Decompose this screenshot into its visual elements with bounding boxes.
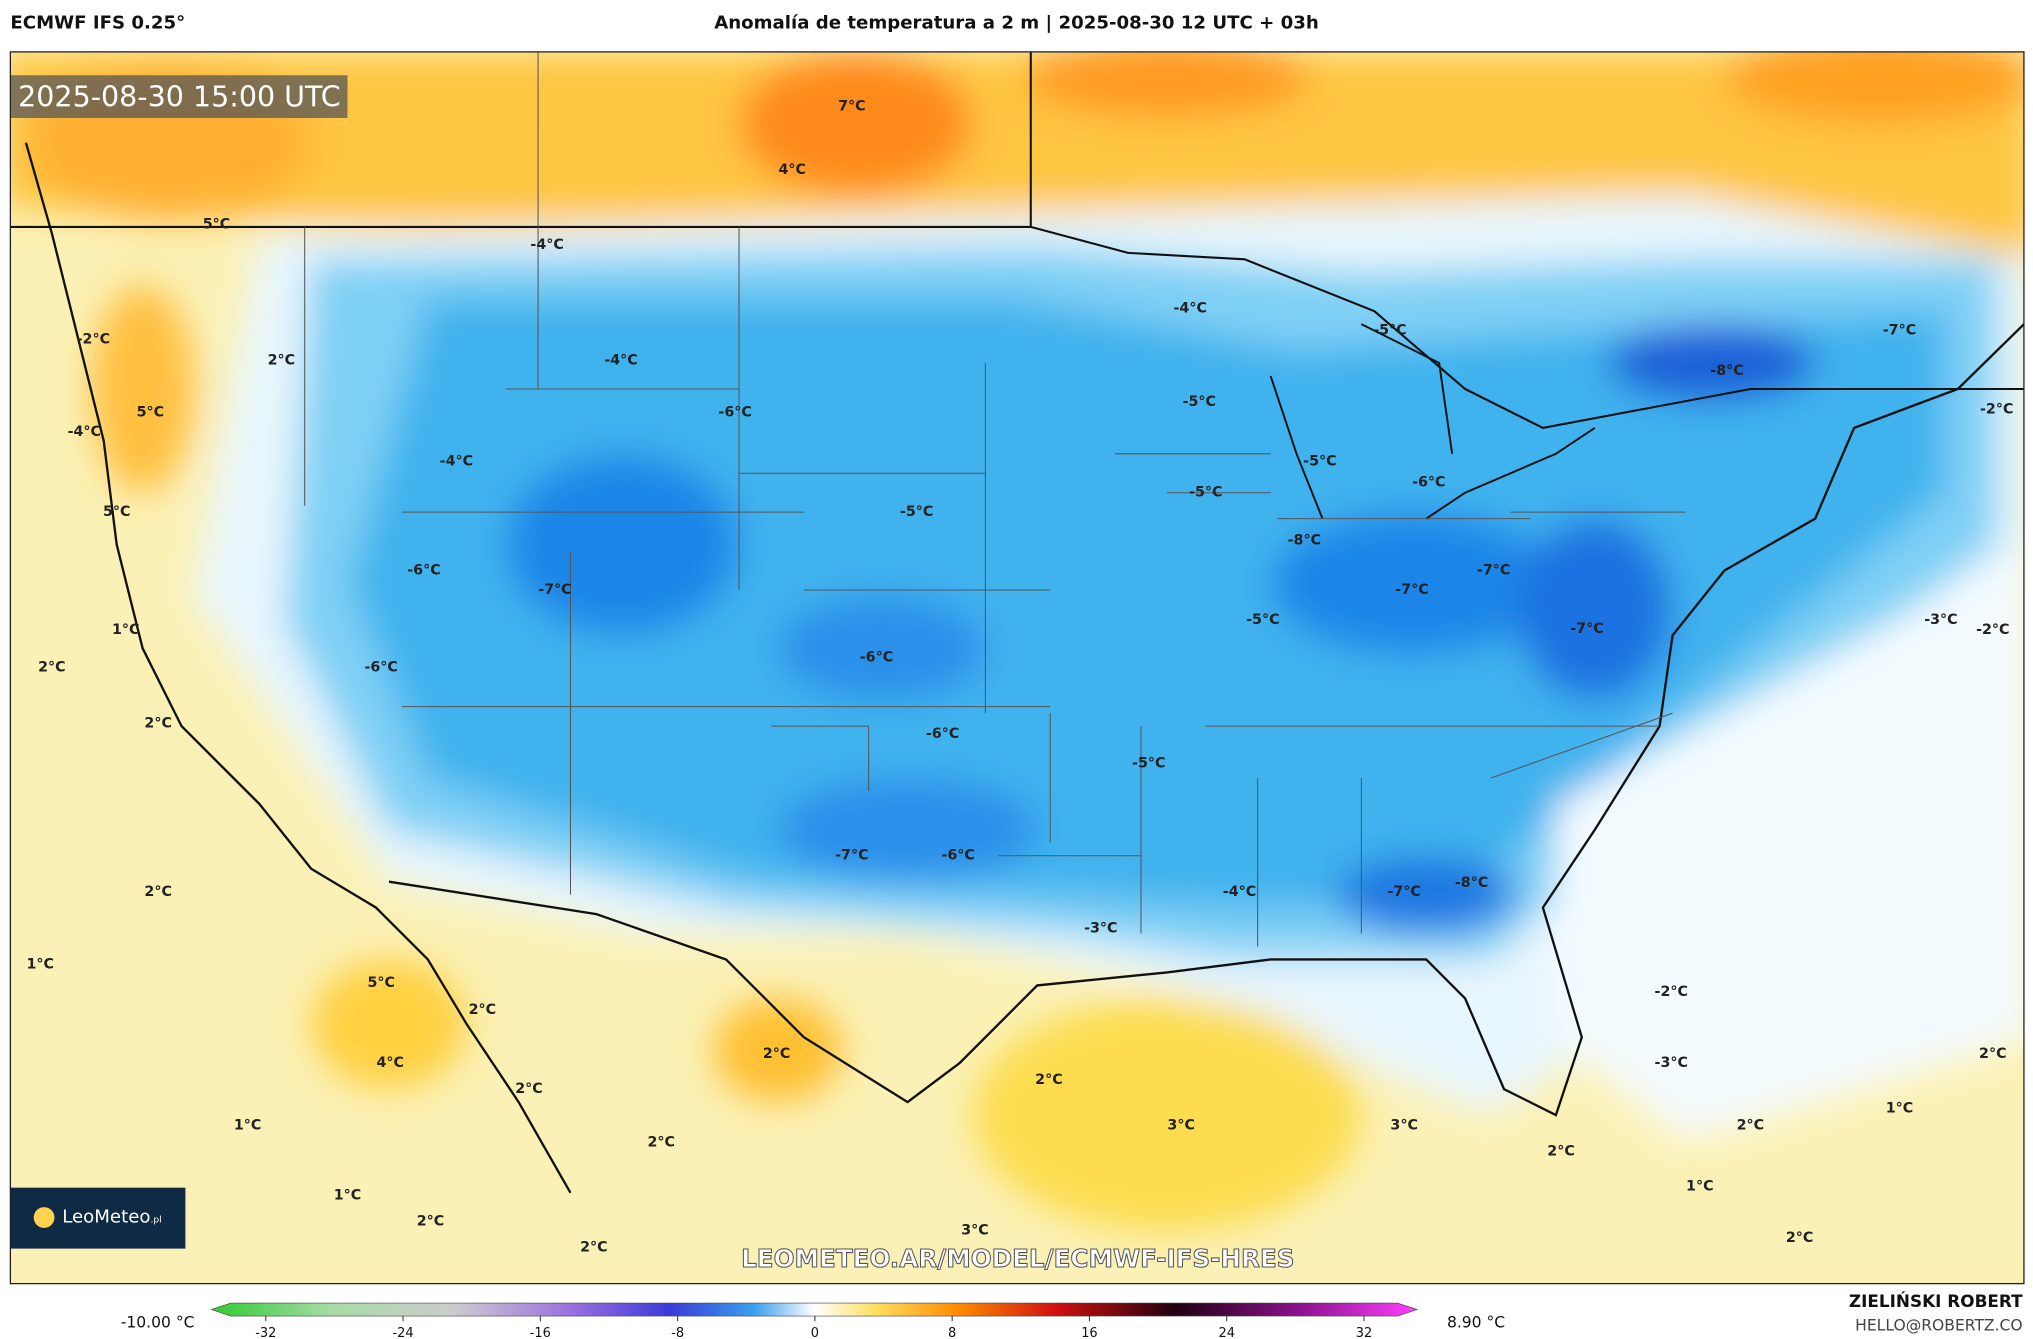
map: LeoMeteo.pl 2025-08-30 15:00 UTC LEOMETE… [10, 51, 2024, 1284]
contour-label: 1°C [112, 622, 139, 638]
contour-label: -6°C [1412, 474, 1445, 490]
author: ZIELIŃSKI ROBERT [1849, 1290, 2023, 1311]
contour-label: 5°C [137, 404, 164, 420]
contour-label: -5°C [900, 504, 933, 520]
contour-label: -7°C [1883, 323, 1916, 339]
colorbar [210, 1302, 1419, 1317]
contour-label: -7°C [1387, 884, 1420, 900]
contour-label: -2°C [77, 332, 110, 348]
contour-label: -6°C [926, 726, 959, 742]
title: Anomalía de temperatura a 2 m | 2025-08-… [714, 13, 1319, 34]
contour-label: -8°C [1288, 533, 1321, 549]
contour-label: -3°C [1655, 1055, 1688, 1071]
contour-label: -6°C [941, 848, 974, 864]
contour-label: -7°C [835, 848, 868, 864]
logo-suffix: .pl [150, 1216, 161, 1226]
contour-label: 5°C [203, 216, 231, 232]
contour-label: -6°C [718, 404, 751, 420]
contour-label: -4°C [440, 454, 473, 470]
contour-label: 2°C [144, 884, 172, 900]
colorbar-tick-label: 0 [811, 1326, 819, 1339]
contour-label: 2°C [1035, 1072, 1063, 1088]
contour-label: 2°C [763, 1046, 791, 1062]
contour-label: 1°C [26, 957, 53, 973]
timestamp-box [10, 75, 348, 119]
logo-text: LeoMeteo [62, 1207, 150, 1228]
colorbar-tick-label: 24 [1218, 1326, 1234, 1339]
colorbar-tick-label: 8 [948, 1326, 956, 1339]
contour-label: -7°C [1477, 563, 1510, 579]
contour-label: -2°C [1655, 984, 1688, 1000]
contour-label: -6°C [860, 649, 893, 665]
map-frame [9, 51, 2025, 1285]
contour-label: 2°C [144, 716, 172, 732]
contour-label: -4°C [604, 352, 637, 368]
contour-label: 2°C [1737, 1117, 1765, 1133]
contour-label: 2°C [469, 1002, 497, 1018]
contour-label: -2°C [1976, 622, 2009, 638]
contour-label: 2°C [580, 1239, 607, 1255]
contour-label: -6°C [364, 660, 397, 676]
contour-label: 2°C [1979, 1046, 2007, 1062]
colorbar-min: -10.00 °C [121, 1314, 195, 1332]
contour-label: -5°C [1246, 612, 1279, 628]
contour-label: -6°C [407, 563, 440, 579]
contour-label: 3°C [1167, 1117, 1195, 1133]
contour-label: -4°C [1174, 301, 1207, 317]
colorbar-ticks: -32 -24 -16 -8 0 8 16 24 32 [255, 1316, 1372, 1339]
contour-label: 1°C [234, 1117, 262, 1133]
contour-label: -7°C [1395, 582, 1428, 598]
contour-label: -5°C [1183, 394, 1216, 410]
contour-label: -3°C [1924, 612, 1957, 628]
contour-label: 2°C [1547, 1143, 1575, 1159]
contour-label: -7°C [538, 582, 571, 598]
contour-label: 1°C [334, 1187, 361, 1203]
contour-label: 1°C [1686, 1178, 1714, 1194]
colorbar-tick-label: -8 [671, 1326, 684, 1339]
contour-label: 2°C [417, 1213, 445, 1229]
contour-label: 2°C [515, 1081, 543, 1097]
contour-label: -5°C [1373, 323, 1406, 339]
contour-label: 2°C [38, 660, 66, 676]
logo: LeoMeteo.pl [62, 1207, 161, 1228]
contour-label: 5°C [367, 975, 395, 991]
colorbar-tick-label: 32 [1356, 1326, 1372, 1339]
email: HELLO@ROBERTZ.CO [1855, 1316, 2022, 1334]
contour-label: -4°C [68, 424, 101, 440]
contour-label: 3°C [1390, 1117, 1418, 1133]
contour-label: 7°C [838, 98, 866, 114]
contour-label: -4°C [1223, 884, 1256, 900]
contour-label: -3°C [1084, 920, 1117, 936]
contour-label: 2°C [268, 352, 296, 368]
timestamp: 2025-08-30 15:00 UTC [18, 80, 341, 113]
contour-label: -8°C [1455, 875, 1488, 891]
watermark: LEOMETEO.AR/MODEL/ECMWF-IFS-HRES [741, 1244, 1294, 1273]
contour-label: -5°C [1132, 756, 1165, 772]
colorbar-tick-label: -16 [530, 1326, 551, 1339]
model-name: ECMWF IFS 0.25° [10, 13, 185, 34]
colorbar-tick-label: -24 [392, 1326, 413, 1339]
contour-label: 4°C [377, 1055, 405, 1071]
contour-label: 5°C [103, 504, 131, 520]
contour-label: 3°C [961, 1222, 988, 1238]
contour-label: -7°C [1570, 621, 1603, 637]
contour-label: 4°C [778, 162, 806, 178]
colorbar-tick-label: -32 [255, 1326, 276, 1339]
contour-label: -2°C [1980, 402, 2013, 418]
contour-label: -4°C [530, 237, 563, 253]
map-labels: 7°C 4°C 5°C -4°C -2°C 2°C -4°C 5°C -6°C -4°C -4°C -… [26, 98, 2013, 1255]
contour-label: -8°C [1710, 363, 1743, 379]
contour-label: 2°C [1786, 1230, 1814, 1246]
contour-label: 1°C [1886, 1101, 1914, 1117]
logo-sun [33, 1207, 55, 1228]
colorbar-max: 8.90 °C [1447, 1314, 1505, 1332]
colorbar-tick-label: 16 [1081, 1326, 1097, 1339]
contour-label: -5°C [1303, 454, 1336, 470]
contour-label: 2°C [647, 1134, 675, 1150]
contour-label: -5°C [1189, 485, 1222, 501]
